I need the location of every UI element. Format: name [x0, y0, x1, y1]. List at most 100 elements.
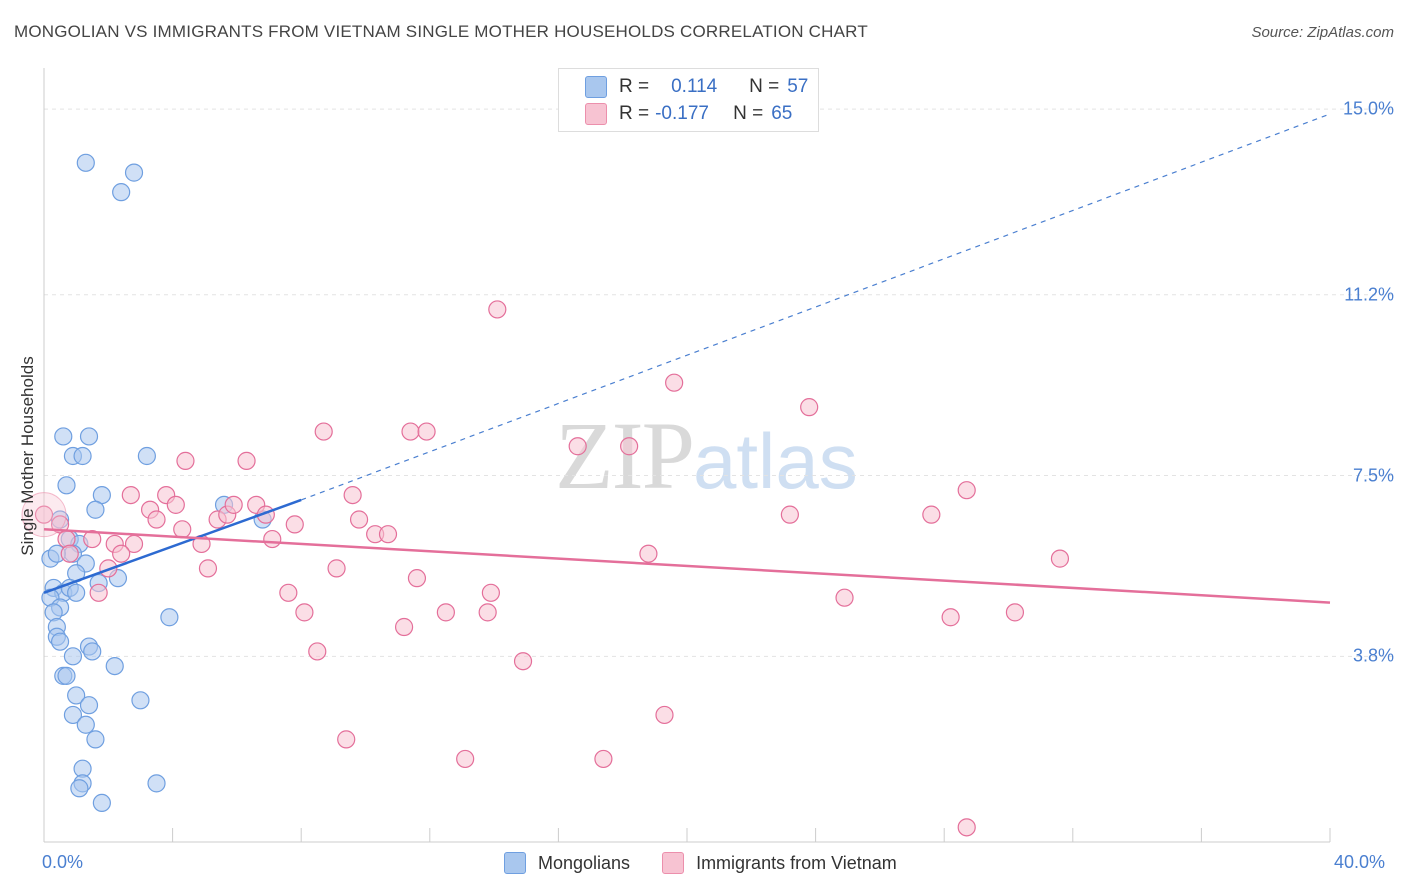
mongolians-point — [67, 686, 86, 705]
n-label: N = — [733, 103, 764, 124]
vietnam-point — [941, 608, 960, 627]
vietnam-point — [263, 529, 282, 549]
mongolians-point — [50, 632, 70, 651]
vietnam-point — [378, 525, 398, 544]
vietnam-point — [279, 583, 298, 602]
vietnam-point — [21, 492, 67, 538]
mongolians-point — [131, 691, 150, 710]
mongolians-point — [70, 779, 89, 798]
vietnam-point — [34, 505, 54, 524]
n-label: N = — [749, 76, 780, 97]
mongolians-point — [86, 730, 105, 749]
legend-swatch-mongolians — [504, 852, 526, 874]
vietnam-point — [957, 818, 976, 837]
mongolians-point — [83, 642, 102, 661]
vietnam-point — [349, 510, 369, 529]
vietnam-point — [343, 485, 362, 505]
mongolians-point — [112, 183, 131, 202]
vietnam-point — [224, 495, 243, 514]
watermark-zip: ZIP — [555, 402, 695, 509]
vietnam-point — [800, 398, 819, 417]
mongolians-point — [63, 647, 83, 666]
vietnam-trend-line — [43, 528, 1331, 604]
vietnam-point — [436, 603, 455, 622]
vietnam-point — [327, 559, 346, 578]
vietnam-point — [478, 603, 497, 622]
vietnam-point — [166, 495, 185, 514]
vietnam-point — [60, 544, 79, 563]
mongolians-point — [79, 696, 99, 715]
x-tick-label-max: 40.0% — [1334, 852, 1386, 872]
vietnam-point — [456, 749, 475, 769]
vietnam-point — [481, 583, 500, 602]
vietnam-point — [83, 529, 102, 549]
vietnam-point — [639, 544, 658, 563]
legend-swatch-blue — [585, 76, 607, 98]
vietnam-point — [957, 481, 976, 500]
vietnam-point — [922, 505, 941, 524]
mongolians-point — [67, 583, 86, 602]
legend-row-mongolians: R = 0.114 N = 57 — [585, 75, 808, 99]
vietnam-point — [1005, 603, 1025, 622]
mongolians-point — [79, 427, 99, 446]
legend-item-mongolians[interactable]: Mongolians — [504, 852, 630, 874]
vietnam-point — [417, 422, 436, 441]
vietnam-point — [401, 422, 420, 441]
vietnam-point — [568, 437, 587, 456]
vietnam-point — [147, 510, 166, 529]
r-label: R = — [619, 76, 650, 97]
vietnam-point — [89, 583, 108, 602]
vietnam-point — [394, 617, 414, 637]
mongolians-point — [44, 603, 63, 622]
x-tick-label-min: 0.0% — [42, 852, 84, 872]
mongolians-trend-extension — [300, 113, 1331, 501]
y-axis-label: Single Mother Households — [18, 356, 37, 556]
mongolians-point — [124, 163, 144, 182]
n-value: 57 — [787, 76, 809, 97]
mongolians-point — [73, 446, 92, 466]
mongolians-point — [92, 793, 111, 813]
vietnam-point — [407, 569, 427, 588]
legend-item-vietnam[interactable]: Immigrants from Vietnam — [662, 852, 897, 874]
vietnam-point — [594, 749, 613, 769]
vietnam-point — [198, 559, 218, 578]
r-value: -0.177 — [655, 103, 709, 124]
mongolians-point — [86, 500, 105, 519]
mongolians-point — [63, 705, 83, 725]
watermark: ZIPatlas — [555, 400, 858, 511]
watermark-atlas: atlas — [693, 417, 858, 505]
mongolians-trend-line — [43, 498, 302, 594]
legend-label-mongolians: Mongolians — [538, 852, 631, 873]
correlation-legend: R = 0.114 N = 57 R = -0.177 N = 65 — [558, 68, 819, 132]
vietnam-point — [835, 588, 854, 607]
vietnam-point — [57, 529, 76, 549]
legend-swatch-pink — [585, 103, 607, 125]
vietnam-point — [112, 544, 131, 563]
mongolians-point — [57, 476, 76, 495]
vietnam-point — [285, 515, 304, 534]
n-value: 65 — [771, 103, 793, 124]
legend-swatch-vietnam — [662, 852, 685, 874]
vietnam-point — [308, 642, 327, 661]
r-label: R = — [619, 103, 650, 124]
vietnam-point — [780, 505, 799, 524]
vietnam-point — [513, 652, 533, 671]
vietnam-point — [337, 730, 356, 749]
vietnam-point — [237, 451, 256, 470]
vietnam-point — [488, 300, 507, 319]
vietnam-point — [665, 373, 684, 392]
mongolians-point — [105, 657, 124, 676]
y-tick-label: 3.8% — [1352, 645, 1394, 666]
y-tick-label: 15.0% — [1342, 98, 1394, 119]
mongolians-point — [57, 666, 76, 685]
vietnam-point — [314, 422, 333, 441]
mongolians-point — [76, 715, 95, 734]
legend-row-vietnam: R = -0.177 N = 65 — [585, 102, 792, 126]
mongolians-point — [137, 446, 156, 466]
mongolians-point — [147, 774, 166, 793]
mongolians-point — [54, 427, 73, 446]
series-legend: Mongolians Immigrants from Vietnam — [504, 852, 929, 874]
mongolians-point — [160, 608, 179, 627]
chart-title: MONGOLIAN VS IMMIGRANTS FROM VIETNAM SIN… — [14, 22, 868, 41]
